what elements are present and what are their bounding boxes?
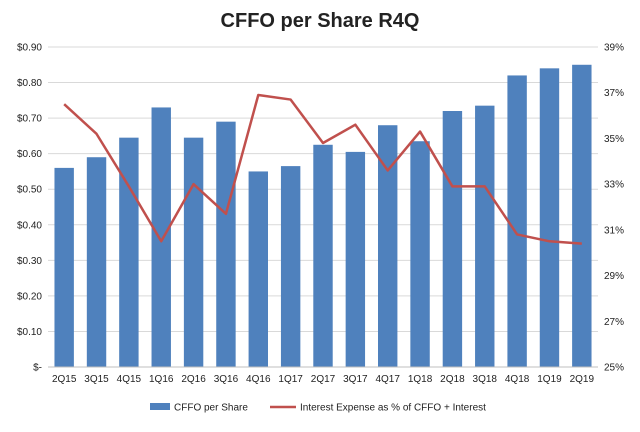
x-tick-label: 2Q17 xyxy=(311,374,336,385)
x-tick-label: 1Q16 xyxy=(149,374,174,385)
legend: CFFO per Share Interest Expense as % of … xyxy=(150,403,486,414)
bar xyxy=(410,141,429,367)
bar xyxy=(119,138,138,367)
bar xyxy=(249,171,268,367)
legend-label-cffo: CFFO per Share xyxy=(174,403,248,414)
legend-label-interest: Interest Expense as % of CFFO + Interest xyxy=(300,403,486,414)
bar xyxy=(216,122,235,367)
bar xyxy=(313,145,332,367)
right-tick-label: 39% xyxy=(604,43,624,54)
left-tick-label: $0.30 xyxy=(17,256,42,267)
right-tick-label: 35% xyxy=(604,134,624,145)
bar xyxy=(475,106,494,367)
left-tick-label: $0.50 xyxy=(17,185,42,196)
x-tick-label: 4Q16 xyxy=(246,374,271,385)
bar xyxy=(281,166,300,367)
bar xyxy=(184,138,203,367)
x-tick-label: 3Q16 xyxy=(214,374,239,385)
bar xyxy=(572,65,591,367)
left-tick-label: $- xyxy=(33,363,42,374)
right-tick-label: 25% xyxy=(604,363,624,374)
x-axis: 2Q15 3Q15 4Q15 1Q16 2Q16 3Q16 4Q16 1Q17 2Q17 3Q17… xyxy=(48,367,598,385)
x-tick-label: 1Q19 xyxy=(537,374,562,385)
x-tick-label: 4Q18 xyxy=(505,374,530,385)
right-tick-label: 29% xyxy=(604,271,624,282)
bar xyxy=(54,168,73,367)
x-tick-label: 1Q18 xyxy=(408,374,433,385)
right-tick-label: 37% xyxy=(604,88,624,99)
x-tick-label: 2Q19 xyxy=(570,374,595,385)
right-tick-label: 31% xyxy=(604,225,624,236)
bar xyxy=(346,152,365,367)
bar-series xyxy=(54,65,591,367)
right-tick-label: 27% xyxy=(604,317,624,328)
right-tick-label: 33% xyxy=(604,180,624,191)
x-tick-label: 4Q17 xyxy=(375,374,400,385)
left-tick-label: $0.60 xyxy=(17,149,42,160)
bar xyxy=(540,68,559,367)
bar xyxy=(507,75,526,367)
left-tick-label: $0.40 xyxy=(17,220,42,231)
bar xyxy=(87,157,106,367)
x-tick-label: 3Q15 xyxy=(84,374,109,385)
left-tick-label: $0.10 xyxy=(17,327,42,338)
left-tick-label: $0.20 xyxy=(17,291,42,302)
left-tick-label: $0.70 xyxy=(17,114,42,125)
left-tick-label: $0.90 xyxy=(17,43,42,54)
left-tick-label: $0.80 xyxy=(17,78,42,89)
x-tick-label: 2Q18 xyxy=(440,374,465,385)
x-tick-label: 3Q17 xyxy=(343,374,368,385)
x-tick-label: 2Q15 xyxy=(52,374,77,385)
x-tick-label: 4Q15 xyxy=(117,374,142,385)
x-tick-label: 1Q17 xyxy=(278,374,303,385)
chart-title: CFFO per Share R4Q xyxy=(221,10,420,32)
left-axis: $- $0.10 $0.20 $0.30 $0.40 $0.50 $0.60 $0.70 $0.… xyxy=(17,43,42,374)
legend-swatch-cffo xyxy=(150,403,170,410)
bar xyxy=(443,111,462,367)
x-tick-label: 3Q18 xyxy=(473,374,498,385)
bar xyxy=(152,107,171,367)
x-tick-label: 2Q16 xyxy=(181,374,206,385)
right-axis: 25% 27% 29% 31% 33% 35% 37% 39% xyxy=(604,43,624,374)
